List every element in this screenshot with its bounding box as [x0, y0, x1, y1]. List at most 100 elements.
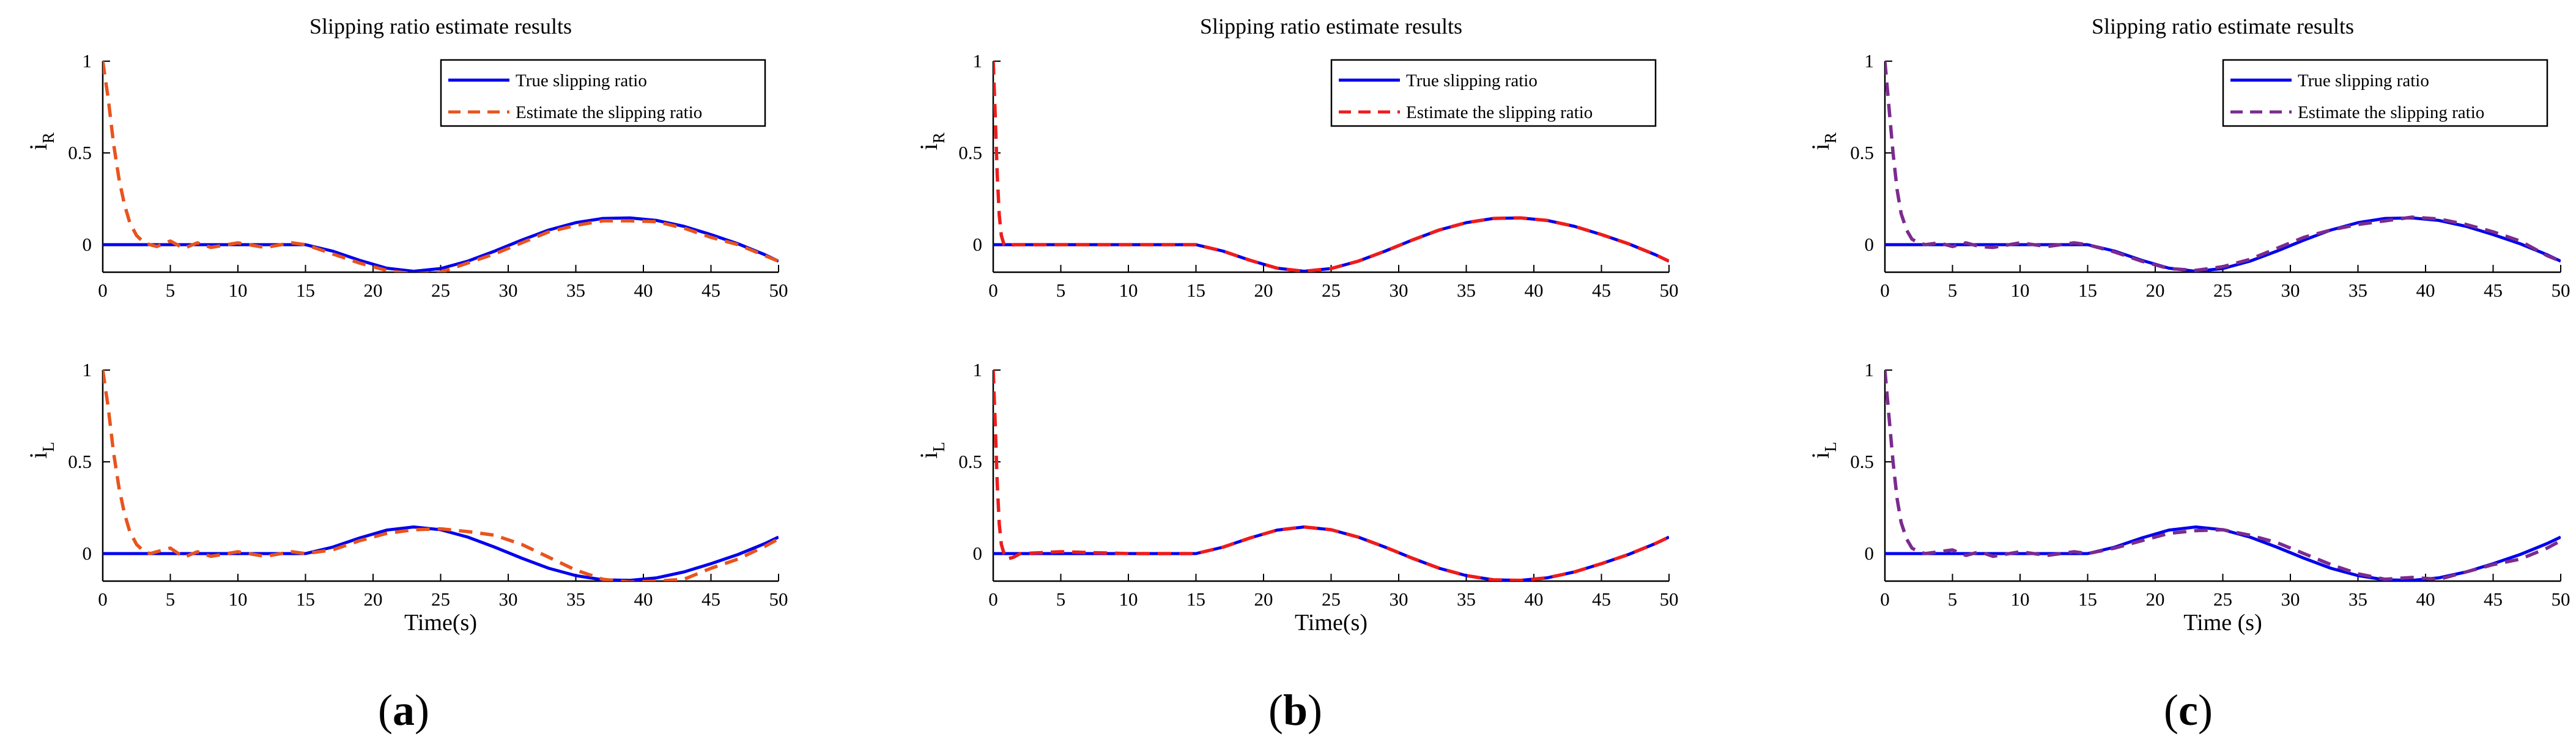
y-tick-label: 0	[973, 543, 983, 564]
x-tick-label: 15	[1186, 588, 1205, 610]
x-axis-label: Time(s)	[1295, 610, 1368, 636]
x-tick-label: 25	[1322, 280, 1341, 301]
x-tick-label: 5	[166, 588, 176, 610]
x-tick-label: 40	[1525, 588, 1544, 610]
panel-label: (a)	[378, 686, 429, 735]
x-tick-label: 45	[701, 280, 720, 301]
x-tick-label: 5	[1948, 280, 1958, 301]
x-tick-label: 25	[1322, 588, 1341, 610]
x-tick-label: 50	[2552, 280, 2570, 301]
x-tick-label: 10	[229, 280, 248, 301]
x-tick-label: 5	[1056, 588, 1066, 610]
panel-label-letter: b	[1283, 686, 1308, 735]
x-tick-label: 45	[2484, 588, 2503, 610]
x-tick-label: 15	[296, 588, 315, 610]
x-tick-label: 25	[431, 280, 450, 301]
estimate-slipping-ratio-line	[993, 61, 1669, 272]
legend-box	[1330, 59, 1657, 127]
y-tick-label: 1	[973, 359, 983, 380]
x-tick-label: 20	[2146, 280, 2165, 301]
subplot-l: 0 5 10 15 20 25 30 35 40 45 50 0 0.5 1 iL Time (s)	[1807, 359, 2570, 636]
legend: True slipping ratio Estimate the slipping…	[2222, 59, 2548, 127]
y-tick-label: 1	[1865, 359, 1875, 380]
x-tick-label: 25	[2213, 588, 2232, 610]
x-tick-label: 35	[2348, 588, 2367, 610]
subplot-l: 0 5 10 15 20 25 30 35 40 45 50 0 0.5 1 iL Time(s)	[915, 359, 1679, 636]
panel-label: (b)	[1268, 686, 1322, 735]
x-tick-label: 50	[769, 280, 788, 301]
chart-title: Slipping ratio estimate results	[309, 14, 572, 39]
chart-panel-a: Slipping ratio estimate results 0 5 10 15 20 2…	[24, 14, 788, 735]
x-tick-label: 35	[1457, 280, 1476, 301]
x-tick-label: 20	[2146, 588, 2165, 610]
y-tick-label: 0.5	[68, 142, 92, 163]
x-tick-label: 35	[566, 588, 585, 610]
y-axis-label-main: i	[915, 452, 942, 459]
y-axis-label-main: i	[24, 452, 52, 459]
x-tick-label: 50	[1660, 588, 1679, 610]
y-tick-label: 0	[973, 234, 983, 255]
x-tick-label: 20	[1254, 588, 1273, 610]
y-axis-label: iR	[1807, 133, 1840, 150]
y-axis-label: iR	[24, 133, 57, 150]
y-axis-label: iL	[24, 442, 57, 459]
x-tick-label: 0	[1880, 280, 1890, 301]
y-tick-label: 1	[83, 50, 92, 72]
estimate-slipping-ratio-line	[993, 369, 1669, 581]
x-tick-label: 5	[1948, 588, 1958, 610]
x-tick-label: 45	[1592, 588, 1611, 610]
panel-label-letter: a	[393, 686, 415, 735]
y-tick-label: 0.5	[1850, 451, 1874, 472]
legend-box	[2222, 59, 2548, 127]
legend-true-label: True slipping ratio	[2298, 71, 2429, 91]
x-tick-label: 35	[566, 280, 585, 301]
chart-title: Slipping ratio estimate results	[2092, 14, 2354, 39]
y-tick-label: 0.5	[1850, 142, 1874, 163]
x-tick-label: 45	[701, 588, 720, 610]
y-axis-label-sub: R	[1821, 133, 1840, 144]
y-tick-label: 1	[973, 50, 983, 72]
legend-box	[440, 59, 766, 127]
x-tick-label: 0	[988, 280, 998, 301]
y-tick-label: 0	[83, 543, 92, 564]
x-tick-label: 40	[1525, 280, 1544, 301]
x-tick-label: 30	[499, 588, 518, 610]
x-tick-label: 50	[2552, 588, 2570, 610]
subplot-r: 0 5 10 15 20 25 30 35 40 45 50 0 0.5 1 iR True slipping…	[915, 50, 1679, 301]
y-axis-label-sub: L	[930, 442, 948, 452]
legend: True slipping ratio Estimate the slipping…	[1330, 59, 1657, 127]
y-axis-label: iR	[915, 133, 948, 150]
y-tick-label: 0	[1865, 234, 1875, 255]
y-tick-label: 1	[83, 359, 92, 380]
y-axis-label-main: i	[915, 144, 942, 150]
estimate-slipping-ratio-line	[1885, 369, 2561, 581]
y-axis-label: iL	[915, 442, 948, 459]
y-tick-label: 0	[1865, 543, 1875, 564]
x-tick-label: 35	[1457, 588, 1476, 610]
y-axis-label-sub: L	[39, 442, 57, 452]
y-axis-label-sub: R	[930, 133, 948, 144]
x-tick-label: 30	[2281, 588, 2300, 610]
x-tick-label: 40	[634, 280, 653, 301]
estimate-slipping-ratio-line	[1885, 61, 2561, 272]
y-axis-label-main: i	[1807, 452, 1834, 459]
x-tick-label: 20	[364, 280, 383, 301]
x-axis-label: Time (s)	[2183, 610, 2262, 636]
y-tick-label: 0.5	[958, 142, 982, 163]
x-tick-label: 20	[1254, 280, 1273, 301]
x-tick-label: 30	[2281, 280, 2300, 301]
x-tick-label: 30	[1390, 588, 1408, 610]
x-tick-label: 35	[2348, 280, 2367, 301]
y-tick-label: 1	[1865, 50, 1875, 72]
x-tick-label: 30	[499, 280, 518, 301]
x-tick-label: 0	[988, 588, 998, 610]
legend-estimate-label: Estimate the slipping ratio	[2298, 103, 2484, 122]
x-tick-label: 15	[296, 280, 315, 301]
x-tick-label: 50	[1660, 280, 1679, 301]
y-axis-label-sub: R	[39, 133, 57, 144]
x-tick-label: 10	[1119, 588, 1138, 610]
y-axis-label-main: i	[24, 144, 52, 150]
estimate-slipping-ratio-line	[103, 369, 779, 581]
x-tick-label: 0	[1880, 588, 1890, 610]
